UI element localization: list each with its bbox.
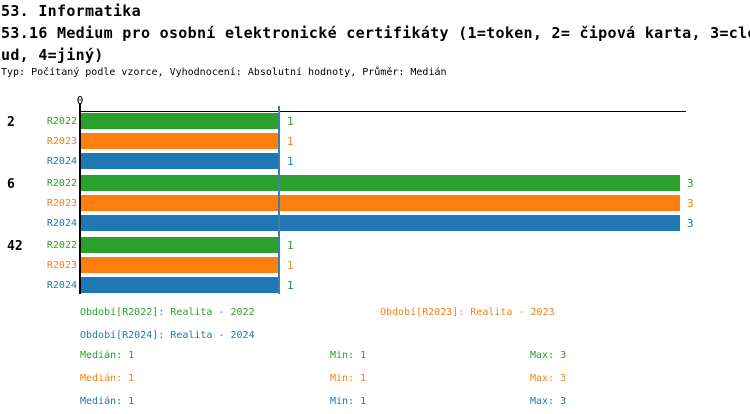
bar-value-label: 1	[287, 155, 294, 168]
bar-value-label: 1	[287, 115, 294, 128]
bar	[81, 215, 680, 231]
bar-row-label: R2024	[46, 156, 77, 167]
y-axis-line	[79, 103, 81, 294]
bar	[81, 257, 280, 273]
bar-row-label: R2023	[46, 260, 77, 271]
bar-value-label: 3	[687, 197, 694, 210]
group-label: 6	[7, 177, 15, 192]
legend-item-r2023: Období[R2023]: Realita - 2023	[380, 307, 555, 318]
chart-meta: Typ: Počítaný podle vzorce, Vyhodnocení:…	[1, 67, 447, 78]
bar-row-label: R2024	[46, 280, 77, 291]
stat-max-r2022: Max: 3	[530, 350, 567, 361]
bar	[81, 195, 680, 211]
group-label: 42	[7, 239, 23, 254]
stat-min-r2022: Min: 1	[330, 350, 367, 361]
x-axis-zero-tick-label: 0	[76, 94, 84, 107]
bar-value-label: 1	[287, 239, 294, 252]
stat-median-r2024: Medián: 1	[80, 396, 135, 407]
question-title-line-1: 53.16 Medium pro osobní elektronické cer…	[1, 24, 750, 42]
bar-value-label: 1	[287, 259, 294, 272]
bar	[81, 133, 280, 149]
legend-item-r2022: Období[R2022]: Realita - 2022	[80, 307, 255, 318]
section-title: 53. Informatika	[1, 2, 141, 20]
bar	[81, 237, 280, 253]
bar-row-label: R2024	[46, 218, 77, 229]
bar	[81, 153, 280, 169]
median-reference-line	[278, 106, 280, 294]
bar	[81, 175, 680, 191]
bar-row-label: R2023	[46, 136, 77, 147]
stat-max-r2023: Max: 3	[530, 373, 567, 384]
bar-value-label: 1	[287, 135, 294, 148]
x-axis-line	[79, 111, 686, 112]
bar-row-label: R2022	[46, 116, 77, 127]
bar	[81, 113, 280, 129]
stat-median-r2022: Medián: 1	[80, 350, 135, 361]
stat-max-r2024: Max: 3	[530, 396, 567, 407]
bar-row-label: R2022	[46, 240, 77, 251]
bar	[81, 277, 280, 293]
stat-median-r2023: Medián: 1	[80, 373, 135, 384]
bar-row-label: R2022	[46, 178, 77, 189]
legend-item-r2024: Období[R2024]: Realita - 2024	[80, 330, 255, 341]
bar-value-label: 1	[287, 279, 294, 292]
bar-row-label: R2023	[46, 198, 77, 209]
stat-min-r2024: Min: 1	[330, 396, 367, 407]
question-title-line-2: ud, 4=jiný)	[1, 46, 104, 64]
stat-min-r2023: Min: 1	[330, 373, 367, 384]
group-label: 2	[7, 115, 15, 130]
bar-value-label: 3	[687, 177, 694, 190]
bar-value-label: 3	[687, 217, 694, 230]
